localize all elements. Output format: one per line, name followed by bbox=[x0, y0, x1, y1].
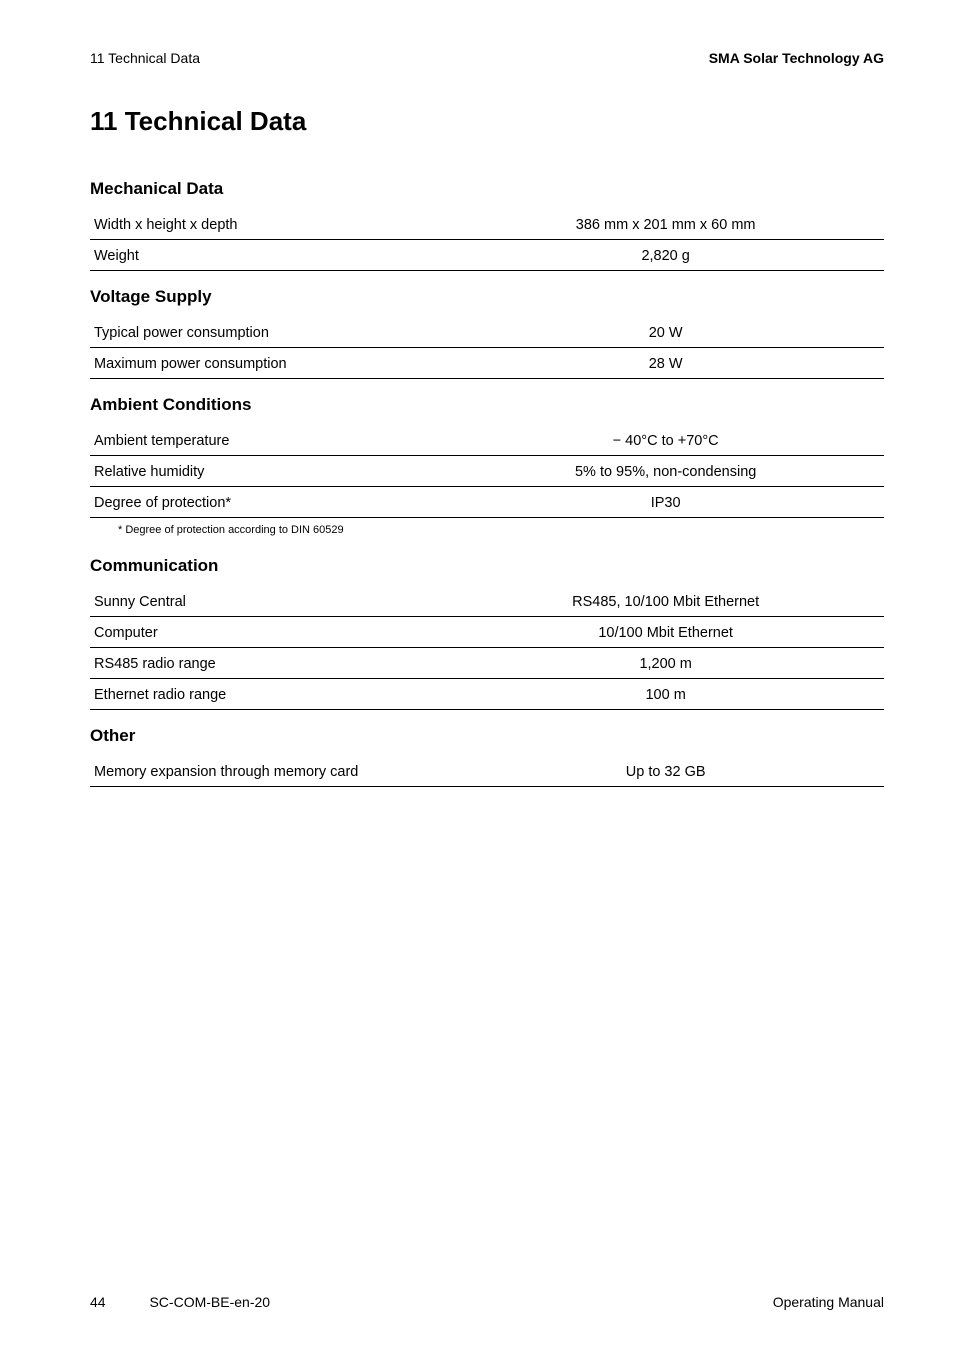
table-row: RS485 radio range 1,200 m bbox=[90, 648, 884, 679]
footer-left-group: 44 SC-COM-BE-en-20 bbox=[90, 1294, 270, 1310]
section-heading-other: Other bbox=[90, 726, 884, 746]
table-mechanical: Width x height x depth 386 mm x 201 mm x… bbox=[90, 209, 884, 271]
spec-value: Up to 32 GB bbox=[447, 756, 884, 787]
table-communication: Sunny Central RS485, 10/100 Mbit Etherne… bbox=[90, 586, 884, 710]
table-row: Maximum power consumption 28 W bbox=[90, 348, 884, 379]
table-row: Sunny Central RS485, 10/100 Mbit Etherne… bbox=[90, 586, 884, 617]
section-heading-communication: Communication bbox=[90, 556, 884, 576]
spec-label: Ethernet radio range bbox=[90, 679, 447, 710]
spec-label: Typical power consumption bbox=[90, 317, 447, 348]
table-row: Ambient temperature − 40°C to +70°C bbox=[90, 425, 884, 456]
table-row: Memory expansion through memory card Up … bbox=[90, 756, 884, 787]
spec-value: 20 W bbox=[447, 317, 884, 348]
spec-label: Relative humidity bbox=[90, 456, 447, 487]
section-heading-ambient: Ambient Conditions bbox=[90, 395, 884, 415]
footer-right: Operating Manual bbox=[773, 1294, 884, 1310]
header-left: 11 Technical Data bbox=[90, 50, 200, 66]
spec-value: 10/100 Mbit Ethernet bbox=[447, 617, 884, 648]
running-footer: 44 SC-COM-BE-en-20 Operating Manual bbox=[90, 1294, 884, 1310]
spec-label: Ambient temperature bbox=[90, 425, 447, 456]
table-row: Degree of protection* IP30 bbox=[90, 487, 884, 518]
spec-label: Weight bbox=[90, 240, 447, 271]
table-row: Typical power consumption 20 W bbox=[90, 317, 884, 348]
table-ambient: Ambient temperature − 40°C to +70°C Rela… bbox=[90, 425, 884, 518]
spec-label: Degree of protection* bbox=[90, 487, 447, 518]
spec-label: Width x height x depth bbox=[90, 209, 447, 240]
spec-value: 28 W bbox=[447, 348, 884, 379]
table-voltage: Typical power consumption 20 W Maximum p… bbox=[90, 317, 884, 379]
spec-label: Memory expansion through memory card bbox=[90, 756, 447, 787]
table-row: Ethernet radio range 100 m bbox=[90, 679, 884, 710]
page-number: 44 bbox=[90, 1294, 106, 1310]
spec-value: 100 m bbox=[447, 679, 884, 710]
table-row: Weight 2,820 g bbox=[90, 240, 884, 271]
spec-label: RS485 radio range bbox=[90, 648, 447, 679]
spec-label: Sunny Central bbox=[90, 586, 447, 617]
section-heading-voltage: Voltage Supply bbox=[90, 287, 884, 307]
header-right: SMA Solar Technology AG bbox=[709, 50, 884, 66]
table-row: Width x height x depth 386 mm x 201 mm x… bbox=[90, 209, 884, 240]
section-heading-mechanical: Mechanical Data bbox=[90, 179, 884, 199]
spec-label: Maximum power consumption bbox=[90, 348, 447, 379]
spec-value: RS485, 10/100 Mbit Ethernet bbox=[447, 586, 884, 617]
table-row: Relative humidity 5% to 95%, non-condens… bbox=[90, 456, 884, 487]
spec-value: − 40°C to +70°C bbox=[447, 425, 884, 456]
spec-value: 5% to 95%, non-condensing bbox=[447, 456, 884, 487]
running-header: 11 Technical Data SMA Solar Technology A… bbox=[90, 50, 884, 66]
table-other: Memory expansion through memory card Up … bbox=[90, 756, 884, 787]
page-title: 11 Technical Data bbox=[90, 106, 884, 137]
page: 11 Technical Data SMA Solar Technology A… bbox=[0, 0, 954, 1350]
spec-value: 2,820 g bbox=[447, 240, 884, 271]
footnote-ambient: * Degree of protection according to DIN … bbox=[118, 524, 884, 536]
spec-value: 1,200 m bbox=[447, 648, 884, 679]
doc-id: SC-COM-BE-en-20 bbox=[149, 1294, 270, 1310]
spec-value: IP30 bbox=[447, 487, 884, 518]
spec-value: 386 mm x 201 mm x 60 mm bbox=[447, 209, 884, 240]
spec-label: Computer bbox=[90, 617, 447, 648]
table-row: Computer 10/100 Mbit Ethernet bbox=[90, 617, 884, 648]
